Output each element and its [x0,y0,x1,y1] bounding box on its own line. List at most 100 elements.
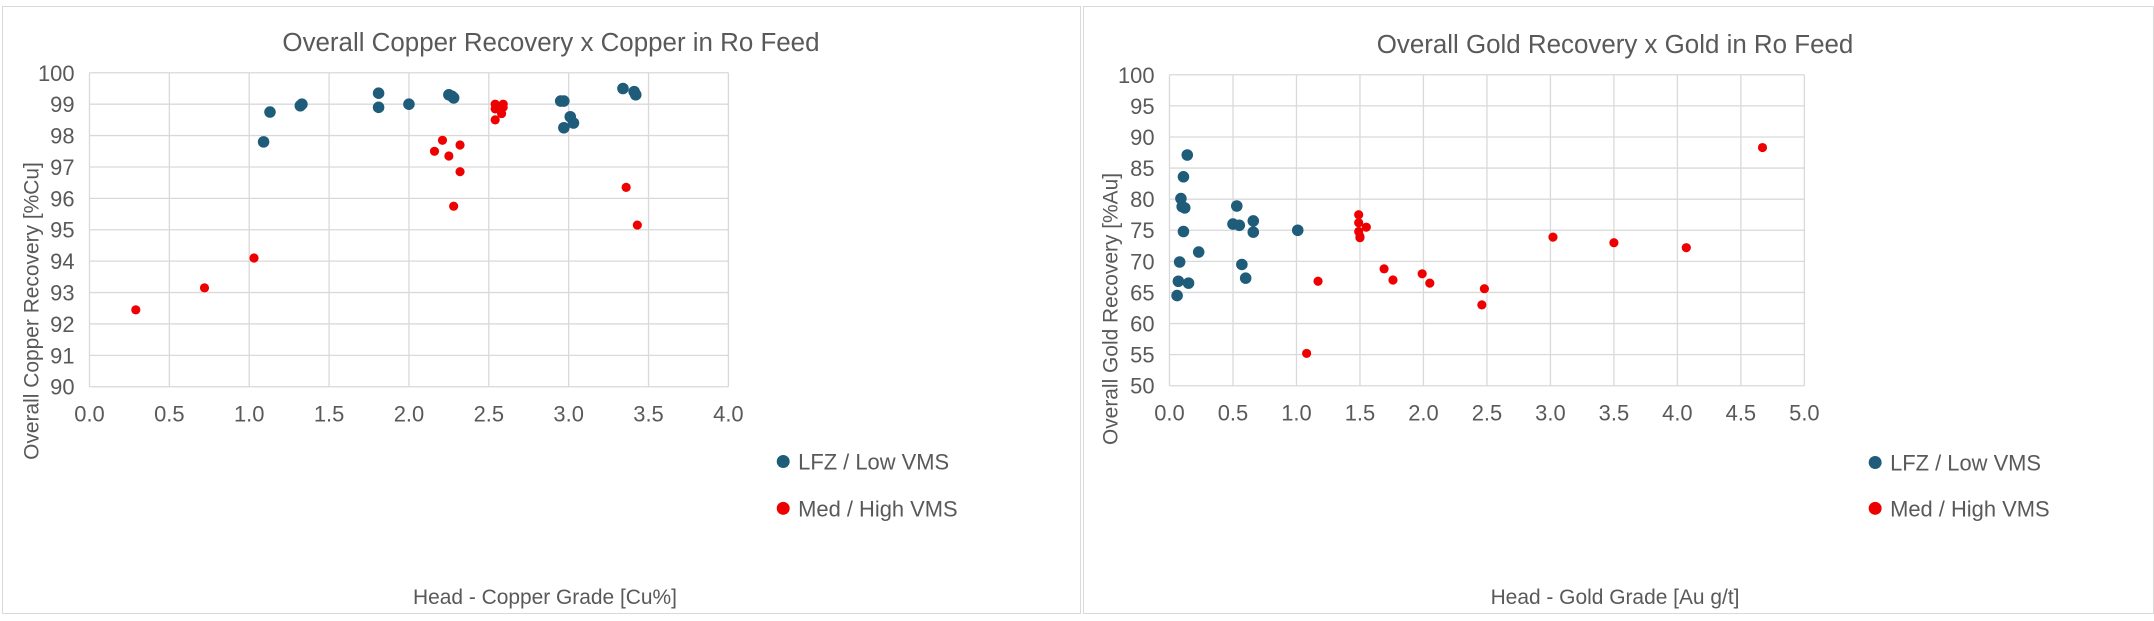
x-axis-title: Head - Copper Grade [Cu%] [413,586,677,609]
legend-label-med: Med / High VMS [798,496,957,521]
point-med-high-vms [498,99,508,109]
point-lfz-low-vms [372,101,385,114]
point-med-high-vms [490,115,500,125]
point-med-high-vms [1479,284,1489,294]
point-med-high-vms [632,220,642,230]
point-med-high-vms [1757,142,1768,153]
point-lfz-low-vms [372,87,385,99]
y-tick-label: 50 [1130,374,1154,399]
y-tick-label: 55 [1130,343,1154,368]
point-lfz-low-vms [1247,215,1260,227]
legend: LFZ / Low VMS Med / High VMS [776,449,958,521]
tick-labels: 0.0 0.5 1.0 1.5 2.0 2.5 3.0 3.5 4.0 90 91 92 93 94 95 9… [38,61,744,427]
point-med-high-vms [1548,232,1558,242]
point-med-high-vms [1354,210,1364,220]
point-lfz-low-vms [629,88,642,101]
point-lfz-low-vms [1173,256,1186,268]
point-med-high-vms [1417,269,1427,279]
point-lfz-low-vms [1192,246,1205,258]
x-tick-label: 3.5 [633,402,663,427]
y-tick-label: 100 [38,61,75,86]
gold-chart-panel: Overall Gold Recovery x Gold in Ro Feed … [1083,6,2154,614]
x-tick-label: 0.0 [74,402,104,427]
point-med-high-vms [1361,222,1371,232]
point-lfz-low-vms [1171,289,1183,302]
point-med-high-vms [1354,218,1364,228]
point-lfz-low-vms [1291,224,1304,237]
point-med-high-vms [621,182,631,192]
point-med-high-vms [1425,278,1435,288]
point-med-high-vms [249,253,259,263]
x-tick-label: 2.0 [394,402,424,427]
point-med-high-vms [455,167,465,177]
point-med-high-vms [1477,300,1487,310]
point-med-high-vms [449,201,459,211]
y-tick-label: 97 [50,155,74,180]
point-med-high-vms [131,305,141,315]
y-tick-label: 70 [1130,249,1154,274]
y-tick-label: 93 [50,281,74,306]
point-med-high-vms [1355,233,1365,243]
y-tick-label: 95 [50,218,74,243]
y-axis-title: Overall Copper Recovery [%Cu] [21,162,44,460]
point-lfz-low-vms [1177,170,1190,183]
x-tick-label: 4.0 [713,402,743,427]
legend-label-med: Med / High VMS [1890,496,2049,521]
tick-labels: 0.0 0.5 1.0 1.5 2.0 2.5 3.0 3.5 4.0 4.5 5.0 50 55 60 6… [1118,63,1820,426]
x-tick-label: 0.0 [1154,401,1184,426]
point-med-high-vms [455,140,465,150]
point-med-high-vms [1609,238,1619,248]
grid-lines [1168,74,1806,387]
point-lfz-low-vms [567,117,580,129]
y-tick-label: 98 [50,124,74,149]
point-lfz-low-vms [1239,272,1252,284]
point-med-high-vms [444,151,454,161]
x-tick-label: 1.5 [1345,401,1375,426]
x-tick-label: 1.5 [314,402,344,427]
point-med-high-vms [1379,264,1389,274]
point-lfz-low-vms [296,98,308,110]
x-tick-label: 2.0 [1408,401,1438,426]
y-tick-label: 100 [1118,63,1155,88]
y-tick-label: 65 [1130,280,1154,305]
point-lfz-low-vms [1178,202,1191,214]
point-med-high-vms [199,283,210,293]
point-lfz-low-vms [558,95,570,107]
point-lfz-low-vms [264,106,276,118]
legend-marker-lfz [776,455,790,468]
y-tick-label: 99 [50,92,74,117]
point-lfz-low-vms [447,92,460,104]
chart-title: Overall Gold Recovery x Gold in Ro Feed [1377,31,1854,59]
copper-chart-panel: Overall Copper Recovery x Copper in Ro F… [2,6,1081,614]
y-tick-label: 96 [50,186,74,211]
point-lfz-low-vms [1231,200,1243,212]
chart-title: Overall Copper Recovery x Copper in Ro F… [282,29,819,57]
y-tick-label: 75 [1130,218,1154,243]
x-tick-label: 2.5 [1472,401,1502,426]
data-points [131,82,642,315]
point-lfz-low-vms [558,121,570,134]
x-tick-label: 1.0 [234,402,264,427]
y-tick-label: 60 [1130,312,1154,337]
y-tick-label: 94 [50,249,74,274]
point-lfz-low-vms [1236,258,1248,271]
x-tick-label: 4.5 [1726,401,1756,426]
x-tick-label: 4.0 [1662,401,1692,426]
copper-recovery-chart: Overall Copper Recovery x Copper in Ro F… [21,29,958,609]
x-tick-label: 3.5 [1599,401,1629,426]
point-lfz-low-vms [257,136,270,148]
x-tick-label: 0.5 [1218,401,1248,426]
x-tick-label: 3.0 [1535,401,1565,426]
legend-marker-med [1868,501,1882,515]
point-lfz-low-vms [617,82,629,95]
point-lfz-low-vms [403,98,415,110]
x-tick-label: 0.5 [154,402,184,427]
legend: LFZ / Low VMS Med / High VMS [1868,450,2050,521]
point-lfz-low-vms [1233,219,1246,232]
x-tick-label: 3.0 [553,402,583,427]
point-med-high-vms [429,146,440,156]
x-tick-label: 2.5 [474,402,504,427]
y-tick-label: 92 [50,312,74,337]
x-axis-title: Head - Gold Grade [Au g/t] [1491,586,1740,609]
y-tick-label: 95 [1130,94,1154,119]
